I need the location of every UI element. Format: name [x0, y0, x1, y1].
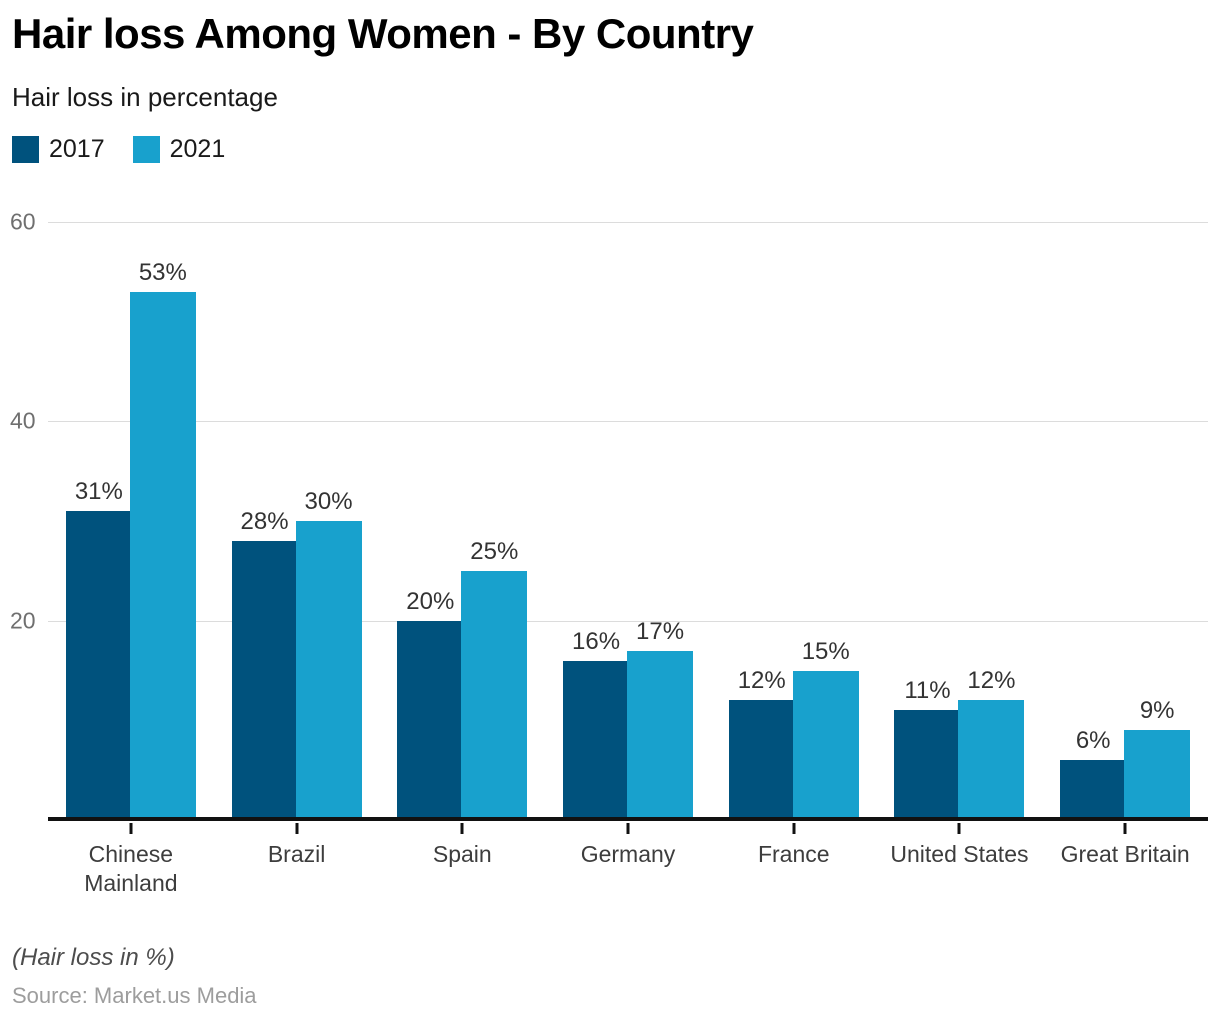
bar-2017-united-states: 11% — [894, 677, 961, 820]
bar-groups: 31% 53% 28% 30% 20% 25% 16% 17% 12% 15% 11% 12% 6% 9% — [48, 222, 1208, 834]
chart-subtitle: Hair loss in percentage — [12, 82, 278, 112]
legend-item-2021: 2021 — [132, 135, 226, 164]
bar-group-great-britain: 6% 9% — [1042, 222, 1208, 834]
x-axis-label-brazil: Brazil — [267, 841, 326, 867]
bar-value-label-2021-france: 15% — [801, 637, 850, 665]
bar-value-label-2021-germany: 17% — [635, 617, 685, 645]
bar-value-label-2017-brazil: 28% — [240, 507, 289, 535]
gridline-20 — [48, 620, 1208, 622]
bar-value-label-2017-france: 12% — [737, 667, 786, 695]
bar-2021-france: 15% — [792, 638, 859, 820]
bar-2017-france: 12% — [728, 667, 795, 820]
legend-label-2017: 2017 — [49, 135, 105, 163]
y-axis-tick-label-40: 40 — [10, 407, 36, 434]
gridline-40 — [48, 421, 1208, 423]
bar-2017-great-britain: 6% — [1060, 727, 1127, 820]
bar-2017-spain: 20% — [397, 588, 464, 820]
x-axis-label-germany: Germany — [580, 841, 676, 867]
bar-2017-germany: 16% — [563, 628, 630, 820]
bar-2021-united-states: 12% — [958, 667, 1025, 820]
bar-value-label-2021-chinese-mainland: 53% — [138, 258, 187, 286]
bar-value-label-2021-united-states: 12% — [967, 667, 1016, 695]
bar-2021-great-britain: 9% — [1124, 697, 1191, 820]
chart-note: (Hair loss in %) — [12, 944, 175, 971]
bar-group-brazil: 28% 30% — [214, 222, 380, 834]
chart-source: Source: Market.us Media — [12, 983, 257, 1008]
x-axis-label-spain: Spain — [432, 841, 492, 867]
bar-2021-chinese-mainland: 53% — [129, 259, 196, 820]
legend-label-2021: 2021 — [169, 135, 226, 163]
y-axis-tick-label-60: 60 — [10, 208, 36, 235]
plot-area: 31% 53% 28% 30% 20% 25% 16% 17% 12% 15% 11% 12% 6% 9%… — [10, 210, 1208, 834]
x-axis-label-great-britain: Great Britain — [1060, 841, 1190, 867]
bar-value-label-2017-united-states: 11% — [904, 677, 951, 705]
bar-value-label-2017-spain: 20% — [406, 587, 455, 615]
bar-2017-brazil: 28% — [231, 508, 298, 820]
bar-value-label-2017-great-britain: 6% — [1075, 727, 1111, 755]
bar-2021-spain: 25% — [461, 538, 528, 820]
x-axis-tick-great-britain — [1123, 823, 1127, 834]
bar-2021-brazil: 30% — [295, 488, 362, 820]
bar-2021-germany: 17% — [627, 618, 694, 820]
bar-group-united-states: 11% 12% — [877, 222, 1043, 834]
x-axis-labels: Chinese Mainland Brazil Spain Germany France… — [48, 840, 1208, 898]
legend: 2017 2021 — [12, 135, 225, 164]
bar-value-label-2017-germany: 16% — [571, 627, 621, 655]
bar-value-label-2021-spain: 25% — [470, 537, 519, 565]
bar-value-label-2021-great-britain: 9% — [1139, 697, 1175, 725]
x-axis-tick-france — [792, 823, 796, 834]
x-axis-line — [48, 817, 1208, 821]
x-axis-tick-chinese-mainland — [129, 823, 133, 834]
bar-value-label-2017-chinese-mainland: 31% — [74, 478, 123, 506]
bar-group-germany: 16% 17% — [545, 222, 711, 834]
chart-title: Hair loss Among Women - By Country — [12, 10, 754, 57]
x-axis-tick-spain — [460, 823, 464, 834]
bar-value-label-2021-brazil: 30% — [304, 488, 353, 515]
bar-group-chinese-mainland: 31% 53% — [48, 222, 214, 834]
y-axis-tick-label-20: 20 — [10, 607, 36, 634]
x-axis-label-united-states: United States — [890, 841, 1029, 867]
bar-group-spain: 20% 25% — [379, 222, 545, 834]
x-axis-label-france: France — [757, 841, 830, 867]
x-axis-label-chinese-mainland: Chinese Mainland — [84, 841, 178, 896]
legend-item-2017: 2017 — [12, 135, 105, 164]
gridline-60 — [48, 222, 1208, 223]
legend-swatch-2021 — [132, 136, 160, 163]
x-axis-tick-germany — [626, 823, 630, 834]
x-axis-tick-united-states — [957, 823, 961, 834]
x-axis-tick-brazil — [295, 823, 299, 834]
legend-swatch-2017 — [12, 136, 39, 163]
bar-2017-chinese-mainland: 31% — [65, 478, 132, 820]
bar-group-france: 12% 15% — [711, 222, 877, 834]
